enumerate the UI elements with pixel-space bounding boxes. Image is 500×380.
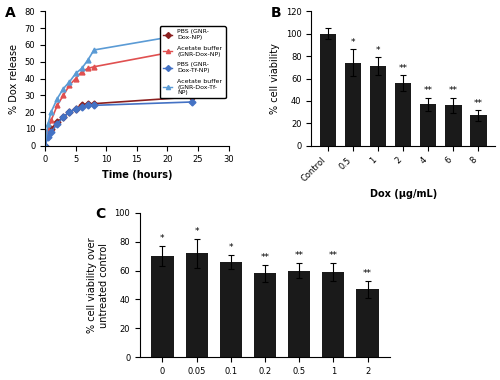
Legend: PBS (GNR-
Dox-NP), Acetate buffer
(GNR-Dox-NP), PBS (GNR-
Dox-Tf-NP), Acetate bu: PBS (GNR- Dox-NP), Acetate buffer (GNR-D… xyxy=(160,26,226,98)
Bar xyxy=(445,105,462,146)
Text: *: * xyxy=(350,38,355,47)
Text: *: * xyxy=(194,227,199,236)
Bar xyxy=(420,104,436,146)
Text: **: ** xyxy=(329,252,338,260)
Bar xyxy=(220,262,242,357)
Text: **: ** xyxy=(424,86,433,95)
Bar xyxy=(345,63,361,146)
Text: A: A xyxy=(4,6,16,20)
Y-axis label: % cell viability: % cell viability xyxy=(270,43,280,114)
Text: C: C xyxy=(95,207,105,221)
Y-axis label: % cell viability over
untreated control: % cell viability over untreated control xyxy=(88,237,109,333)
Bar xyxy=(152,256,174,357)
Text: **: ** xyxy=(474,98,483,108)
Bar xyxy=(254,274,276,357)
Bar xyxy=(370,66,386,146)
Bar xyxy=(320,34,336,146)
Text: **: ** xyxy=(294,252,304,260)
Text: **: ** xyxy=(398,64,407,73)
Text: B: B xyxy=(271,6,281,20)
Text: *: * xyxy=(376,46,380,55)
Text: *: * xyxy=(160,234,164,243)
X-axis label: Dox (μg/mL): Dox (μg/mL) xyxy=(370,189,437,199)
Text: **: ** xyxy=(260,253,270,262)
Bar xyxy=(356,289,378,357)
Text: **: ** xyxy=(363,269,372,278)
Bar xyxy=(470,116,486,146)
Bar xyxy=(322,272,344,357)
Bar xyxy=(288,271,310,357)
X-axis label: Time (hours): Time (hours) xyxy=(102,170,172,180)
Text: **: ** xyxy=(449,86,458,95)
Y-axis label: % Dox release: % Dox release xyxy=(9,43,19,114)
Bar xyxy=(186,253,208,357)
Bar xyxy=(395,83,411,146)
Text: *: * xyxy=(228,243,233,252)
